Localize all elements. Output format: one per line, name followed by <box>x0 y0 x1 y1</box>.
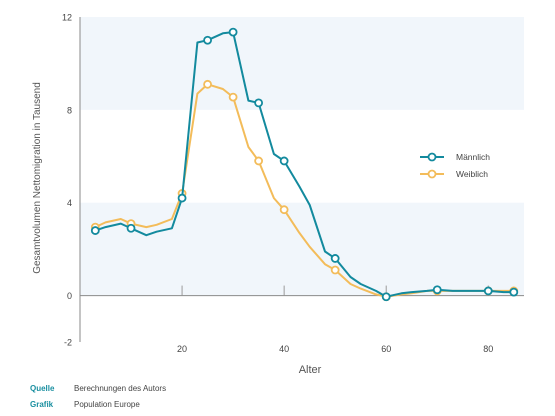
data-point <box>254 98 264 108</box>
legend-swatch-marker <box>427 152 437 162</box>
data-point <box>126 223 136 233</box>
x-tick-label: 20 <box>177 344 187 354</box>
data-point <box>483 286 493 296</box>
series-layer <box>90 27 519 302</box>
source-key: Quelle <box>30 384 55 393</box>
legend-entry: Männlich <box>456 152 490 162</box>
background-band <box>80 202 524 296</box>
data-point <box>90 226 100 235</box>
data-point <box>203 35 212 45</box>
data-point <box>330 265 340 275</box>
data-point <box>279 156 289 166</box>
source-value: Berechnungen des Autors <box>74 384 167 393</box>
graphic-value: Population Europe <box>74 400 140 409</box>
y-tick-label: 12 <box>62 13 72 23</box>
legend-entry: Weiblich <box>456 169 488 179</box>
x-axis-label: Alter <box>299 364 322 376</box>
x-tick-label: 40 <box>279 344 289 354</box>
x-tick-label: 80 <box>483 344 493 354</box>
data-point <box>228 92 238 102</box>
y-tick-label: -2 <box>64 338 72 348</box>
legend-swatch-marker <box>427 169 437 179</box>
footer-source: Quelle Berechnungen des Autors <box>30 384 166 393</box>
y-axis-label: Gesamtvolumen Nettomigration in Tausend <box>32 82 43 274</box>
data-point <box>279 205 289 215</box>
plot-background-bands <box>80 17 524 296</box>
series-männlich <box>90 27 519 302</box>
data-point <box>509 287 519 297</box>
series-line <box>94 31 515 298</box>
line-chart: -2 0 4 8 12 20 40 60 80 Männlich Weiblich Gesamtv… <box>32 13 524 376</box>
footer-graphic: Grafik Population Europe <box>30 400 140 409</box>
x-tick-label: 60 <box>381 344 391 354</box>
background-band <box>80 17 524 110</box>
y-tick-label: 0 <box>67 291 72 301</box>
data-point <box>228 27 238 37</box>
data-point <box>330 254 340 263</box>
graphic-key: Grafik <box>30 400 54 409</box>
data-point <box>254 156 264 166</box>
y-tick-label: 4 <box>67 198 72 208</box>
data-point <box>432 285 442 295</box>
data-point <box>203 79 212 89</box>
legend: Männlich Weiblich <box>420 152 490 179</box>
data-point <box>381 292 391 302</box>
y-tick-label: 8 <box>67 105 72 115</box>
data-point <box>177 193 187 203</box>
